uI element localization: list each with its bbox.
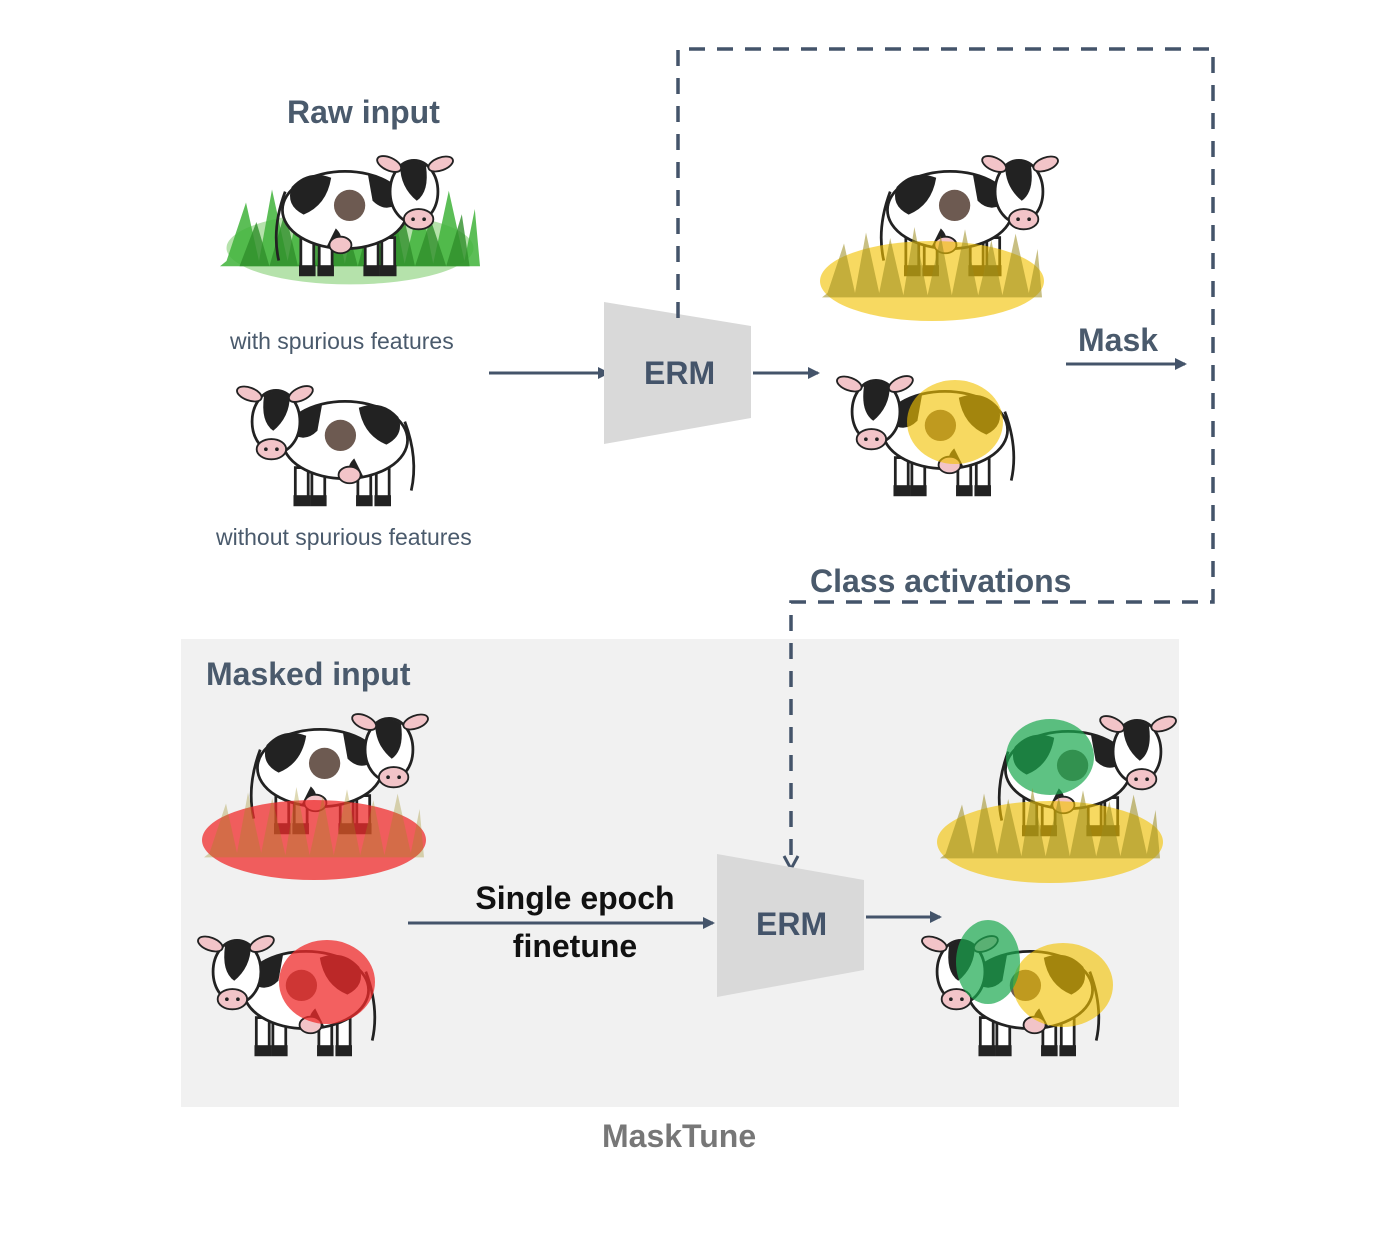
raw-cow-without-grass xyxy=(235,383,414,507)
mask-label: Mask xyxy=(1078,322,1159,358)
without-spurious-caption: without spurious features xyxy=(216,524,472,550)
raw-input-title: Raw input xyxy=(287,94,440,130)
erm-block-bottom xyxy=(717,854,864,997)
finetune-label-line1: Single epoch xyxy=(475,880,675,916)
masked-cow-body xyxy=(196,933,375,1057)
green-activation-blob xyxy=(1006,719,1094,795)
result-cow-body xyxy=(920,920,1113,1056)
feedback-dashed-path xyxy=(676,47,1215,866)
finetune-label: Single epoch finetune xyxy=(440,874,710,970)
masked-input-title: Masked input xyxy=(206,656,411,692)
finetune-label-line2: finetune xyxy=(512,928,638,964)
green-activation-blob xyxy=(956,920,1020,1004)
erm-top-label: ERM xyxy=(644,355,716,391)
class-activations-label: Class activations xyxy=(810,563,1072,599)
yellow-activation-blob xyxy=(907,380,1003,464)
cow-icon xyxy=(235,383,414,507)
raw-cow-with-grass xyxy=(220,151,480,285)
erm-bottom-label: ERM xyxy=(756,906,828,942)
activation-cow-body xyxy=(835,373,1014,497)
method-name: MaskTune xyxy=(602,1118,757,1154)
masked-cow-grass xyxy=(202,709,432,880)
yellow-activation-blob xyxy=(1013,943,1113,1027)
activation-cow-grass xyxy=(820,151,1062,321)
erm-block-top xyxy=(604,302,751,444)
result-cow-grass xyxy=(937,711,1180,883)
with-spurious-caption: with spurious features xyxy=(230,328,454,354)
red-mask-blob xyxy=(279,940,375,1024)
